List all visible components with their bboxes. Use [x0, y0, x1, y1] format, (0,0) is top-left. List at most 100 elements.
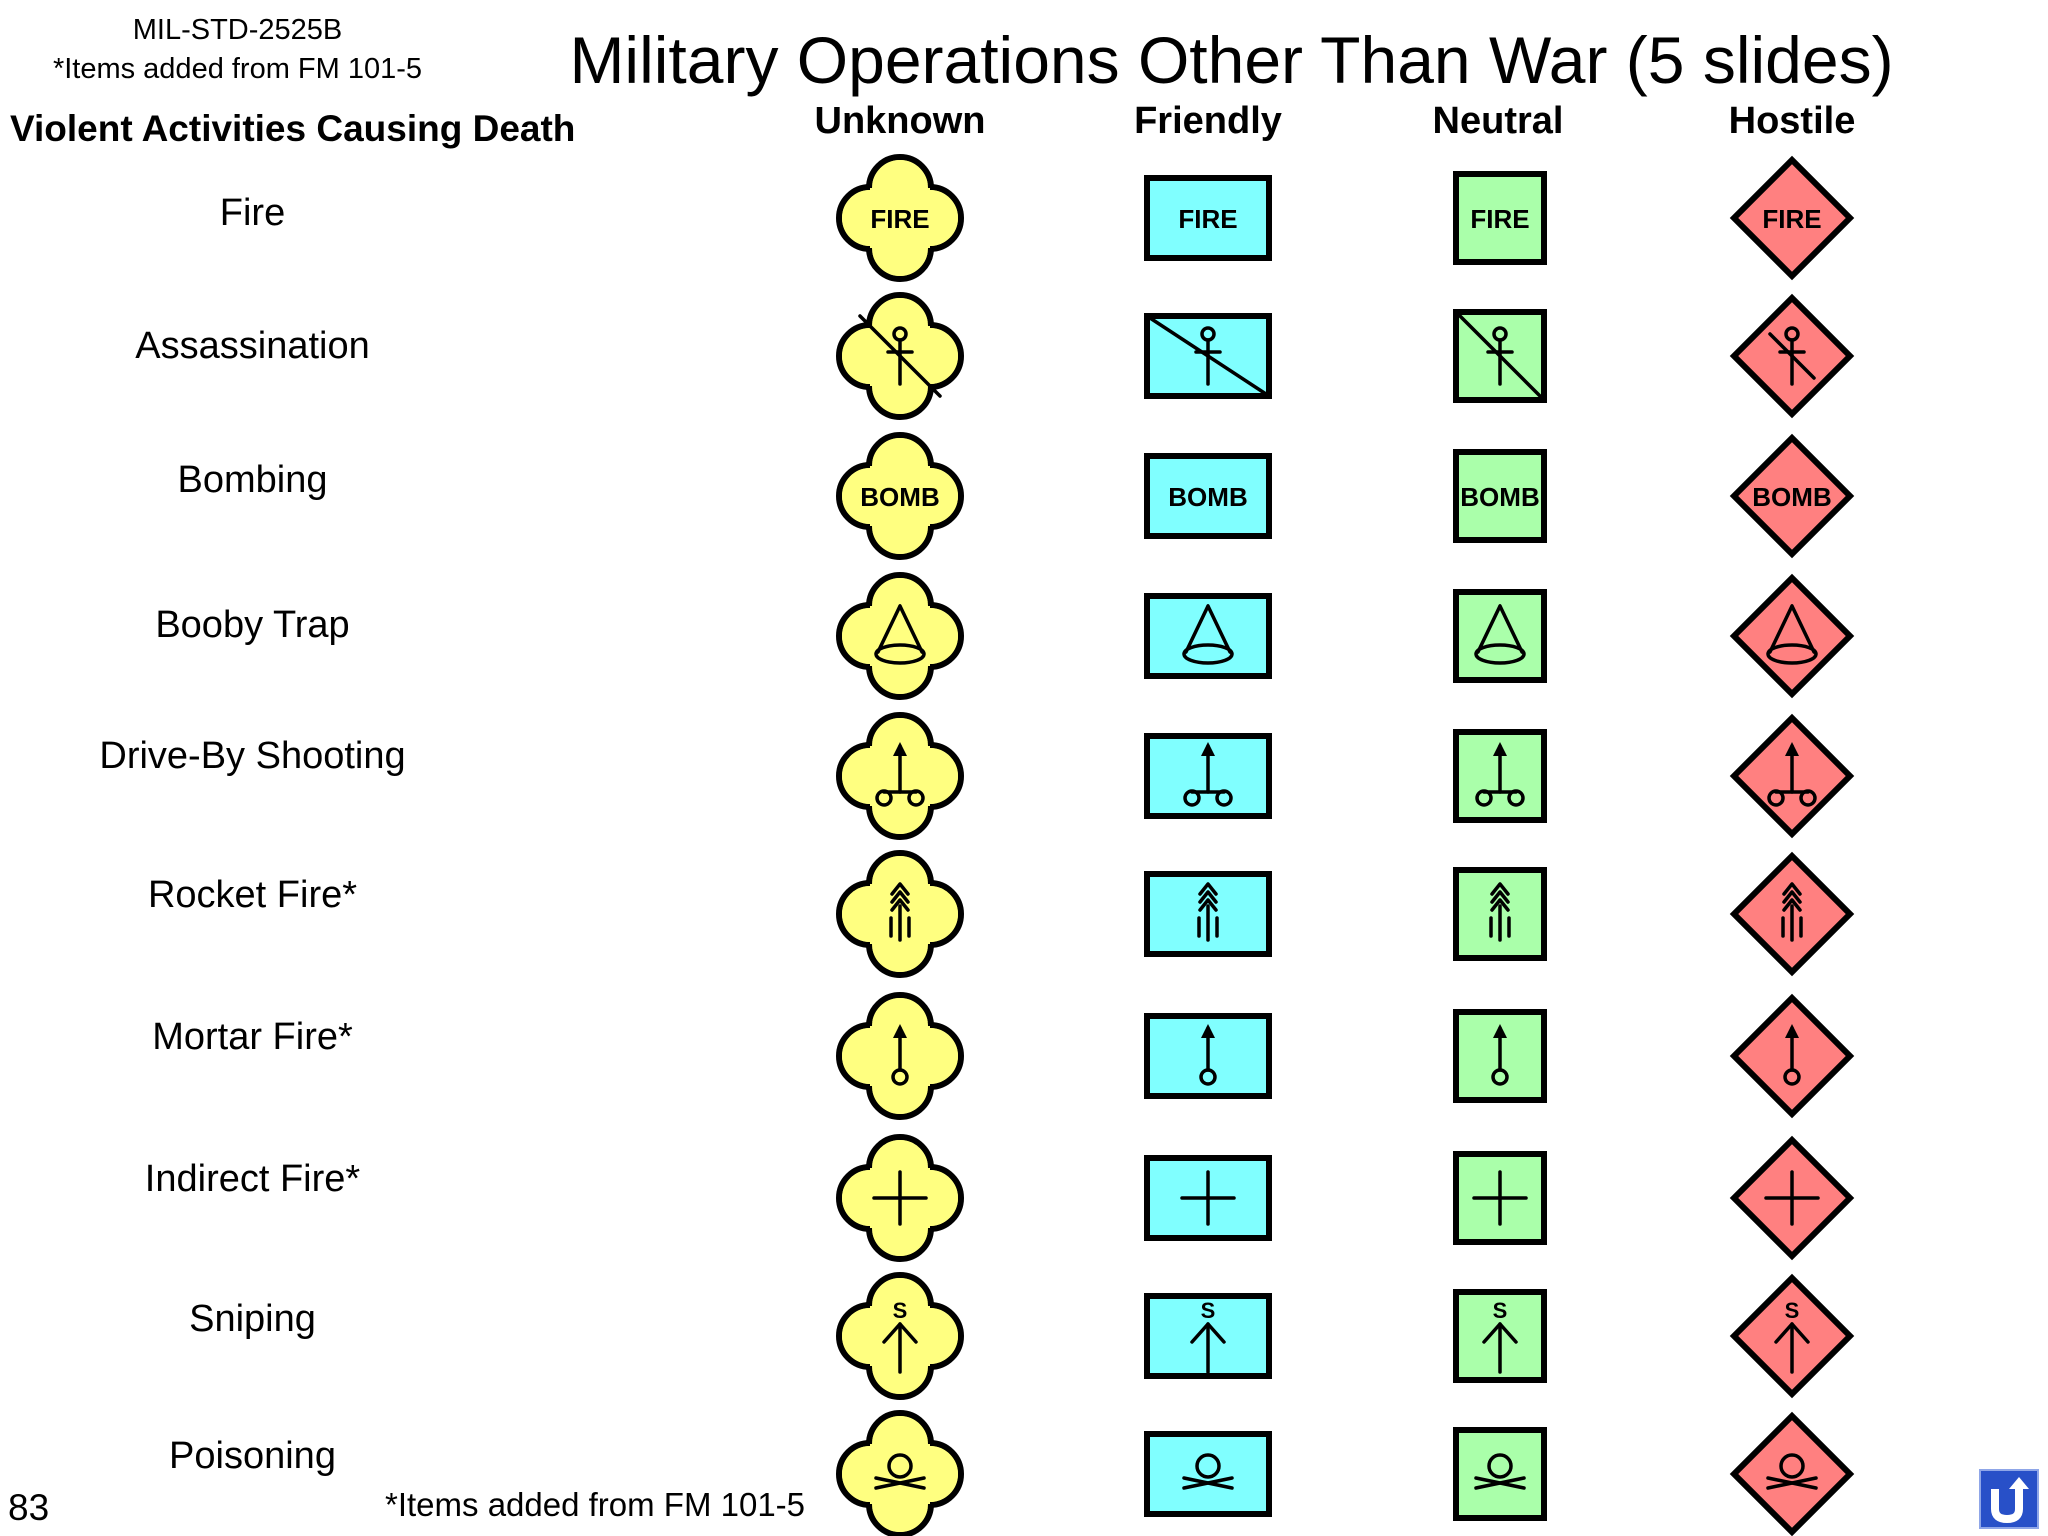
footer-items-note: *Items added from FM 101-5 — [385, 1486, 806, 1523]
symbol-friendly-poisoning — [1144, 1431, 1272, 1517]
indirect-fire-icon — [1472, 1170, 1528, 1226]
assassination-icon — [1145, 314, 1271, 398]
sniping-letter: S — [1201, 1298, 1216, 1323]
symbol-label: BOMB — [1752, 482, 1831, 512]
rocket-fire-icon — [1489, 882, 1511, 942]
symbol-hostile-rocket-fire — [1729, 851, 1855, 977]
page-number: 83 — [8, 1487, 50, 1528]
sniping-icon: S — [1190, 1298, 1226, 1374]
assassination-icon — [1768, 326, 1816, 386]
column-header-unknown: Unknown — [814, 100, 986, 142]
symbol-label: BOMB — [1168, 482, 1247, 512]
symbol-hostile-drive-by-shooting — [1729, 713, 1855, 839]
booby-trap-icon — [1182, 604, 1234, 665]
rocket-fire-icon — [1781, 882, 1803, 942]
symbol-text: BOMB — [1168, 482, 1247, 512]
symbol-neutral-rocket-fire — [1453, 867, 1547, 961]
poisoning-icon — [874, 1453, 926, 1490]
assassination-icon — [858, 314, 942, 398]
return-arrow-icon — [1991, 1477, 2029, 1524]
symbol-friendly-assassination — [1144, 313, 1272, 399]
poisoning-icon — [1182, 1453, 1234, 1490]
row-label-booby-trap: Booby Trap — [155, 604, 350, 646]
items-note: *Items added from FM 101-5 — [52, 53, 423, 85]
symbol-neutral-bombing: BOMB — [1453, 449, 1547, 543]
row-label-indirect-fire: Indirect Fire* — [144, 1158, 361, 1200]
rocket-fire-icon — [889, 882, 911, 942]
symbol-hostile-assassination — [1729, 293, 1855, 419]
symbol-friendly-bombing: BOMB — [1144, 453, 1272, 539]
symbol-text: FIRE — [870, 204, 929, 234]
rocket-fire-icon — [1197, 882, 1219, 942]
symbol-neutral-indirect-fire — [1453, 1151, 1547, 1245]
symbol-label: BOMB — [860, 482, 939, 512]
booby-trap-icon — [1474, 604, 1526, 665]
row-label-sniping: Sniping — [189, 1298, 316, 1340]
drive-by-shooting-icon — [1475, 742, 1525, 807]
symbol-label: BOMB — [1460, 482, 1539, 512]
booby-trap-icon — [874, 604, 926, 665]
column-header-hostile: Hostile — [1728, 100, 1856, 142]
column-header-neutral: Neutral — [1432, 100, 1564, 142]
symbol-neutral-booby-trap — [1453, 589, 1547, 683]
indirect-fire-icon — [872, 1170, 928, 1226]
symbol-text: BOMB — [1460, 482, 1539, 512]
symbol-unknown-bombing: BOMB — [836, 432, 964, 560]
symbol-neutral-poisoning — [1453, 1427, 1547, 1521]
symbol-hostile-indirect-fire — [1729, 1135, 1855, 1261]
row-label-fire: Fire — [219, 192, 286, 234]
symbol-neutral-drive-by-shooting — [1453, 729, 1547, 823]
symbol-friendly-fire: FIRE — [1144, 175, 1272, 261]
poisoning-icon — [1766, 1453, 1818, 1490]
poisoning-icon — [1474, 1453, 1526, 1490]
symbol-label: FIRE — [870, 204, 929, 234]
symbol-text: BOMB — [860, 482, 939, 512]
column-header-friendly: Friendly — [1134, 100, 1282, 142]
standard-reference: MIL-STD-2525B — [132, 14, 343, 46]
symbol-hostile-mortar-fire — [1729, 993, 1855, 1119]
symbol-label: FIRE — [1178, 204, 1237, 234]
symbol-unknown-booby-trap — [836, 572, 964, 700]
mortar-fire-icon — [1783, 1024, 1801, 1086]
symbol-hostile-sniping: S — [1729, 1273, 1855, 1399]
symbol-friendly-sniping: S — [1144, 1293, 1272, 1379]
sniping-letter: S — [1785, 1298, 1800, 1323]
symbol-neutral-fire: FIRE — [1453, 171, 1547, 265]
symbol-neutral-assassination — [1453, 309, 1547, 403]
symbol-hostile-booby-trap — [1729, 573, 1855, 699]
symbol-unknown-poisoning — [836, 1410, 964, 1536]
symbol-unknown-rocket-fire — [836, 850, 964, 978]
mortar-fire-icon — [1199, 1024, 1217, 1086]
section-heading: Violent Activities Causing Death — [10, 108, 576, 149]
drive-by-shooting-icon — [1767, 742, 1817, 807]
symbol-neutral-sniping: S — [1453, 1289, 1547, 1383]
symbol-text: FIRE — [1470, 204, 1529, 234]
sniping-icon: S — [1774, 1298, 1810, 1374]
drive-by-shooting-icon — [875, 742, 925, 807]
symbol-friendly-indirect-fire — [1144, 1155, 1272, 1241]
symbol-unknown-sniping: S — [836, 1272, 964, 1400]
mortar-fire-icon — [891, 1024, 909, 1086]
row-label-poisoning: Poisoning — [169, 1435, 336, 1477]
symbol-friendly-drive-by-shooting — [1144, 733, 1272, 819]
booby-trap-icon — [1766, 604, 1818, 665]
symbol-unknown-fire: FIRE — [836, 154, 964, 282]
symbol-hostile-poisoning — [1729, 1411, 1855, 1536]
symbol-hostile-bombing: BOMB — [1729, 433, 1855, 559]
symbol-text: FIRE — [1762, 204, 1821, 234]
return-button[interactable] — [1979, 1469, 2039, 1529]
sniping-letter: S — [893, 1298, 908, 1323]
row-label-drive-by-shooting: Drive-By Shooting — [99, 735, 406, 777]
symbol-friendly-mortar-fire — [1144, 1013, 1272, 1099]
symbol-text: FIRE — [1178, 204, 1237, 234]
mortar-fire-icon — [1491, 1024, 1509, 1086]
symbol-unknown-indirect-fire — [836, 1134, 964, 1262]
symbol-unknown-drive-by-shooting — [836, 712, 964, 840]
row-label-mortar-fire: Mortar Fire* — [152, 1016, 353, 1058]
symbol-neutral-mortar-fire — [1453, 1009, 1547, 1103]
sniping-icon: S — [1482, 1298, 1518, 1374]
sniping-icon: S — [882, 1298, 918, 1374]
sniping-letter: S — [1493, 1298, 1508, 1323]
row-label-bombing: Bombing — [177, 459, 328, 501]
